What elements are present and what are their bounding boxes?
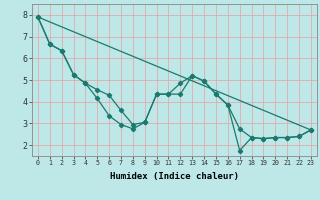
X-axis label: Humidex (Indice chaleur): Humidex (Indice chaleur) xyxy=(110,172,239,181)
